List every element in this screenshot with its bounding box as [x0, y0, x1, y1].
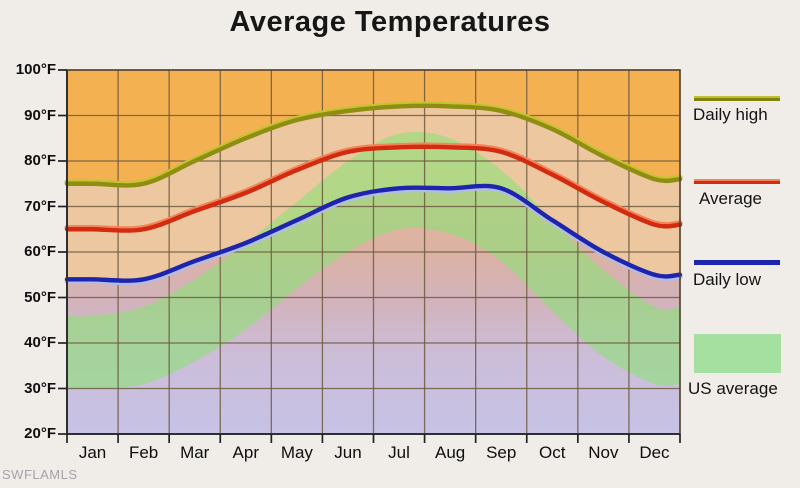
- y-axis-label: 70°F: [24, 197, 56, 215]
- x-axis-label: Apr: [232, 443, 260, 462]
- chart-title: Average Temperatures: [229, 6, 551, 38]
- daily-low-line-swatch: [694, 260, 780, 265]
- y-axis-label: 30°F: [24, 379, 56, 397]
- legend-label-daily-high: Daily high: [693, 105, 768, 124]
- x-axis-label: Oct: [539, 443, 566, 462]
- x-axis-label: May: [280, 443, 313, 462]
- x-axis-label: Sep: [486, 443, 517, 462]
- y-axis-label: 80°F: [24, 152, 56, 169]
- x-axis-label: Nov: [588, 443, 619, 462]
- chart-gridlines: [67, 70, 680, 434]
- us-average-area-swatch: [694, 334, 781, 373]
- y-axis-label: 100°F: [15, 61, 56, 78]
- chart-legend: Daily high Average Daily low US average: [688, 0, 800, 488]
- legend-label-average: Average: [699, 189, 763, 208]
- y-axis-label: 40°F: [24, 334, 56, 351]
- watermark: SWFLAMLS: [2, 467, 78, 482]
- legend-label-us-average: US average: [688, 379, 778, 398]
- y-axis-label: 20°F: [24, 425, 56, 442]
- x-axis-label: Feb: [128, 443, 159, 462]
- y-axis-label: 90°F: [24, 106, 56, 124]
- y-axis-label: 60°F: [24, 243, 56, 260]
- average-line-swatch: [694, 179, 780, 184]
- x-axis-label: Aug: [435, 443, 466, 462]
- y-axis-label: 50°F: [24, 288, 56, 306]
- x-axis-label: Dec: [639, 443, 670, 462]
- x-axis-label: Jul: [388, 443, 410, 462]
- x-axis-label: Jun: [334, 443, 362, 462]
- chart-curves: [64, 101, 683, 286]
- legend-label-daily-low: Daily low: [693, 270, 762, 289]
- x-axis-label: Mar: [180, 443, 210, 462]
- x-axis-label: Jan: [78, 443, 107, 462]
- daily-high-line-swatch: [694, 96, 780, 101]
- axis-ticks: [58, 69, 681, 443]
